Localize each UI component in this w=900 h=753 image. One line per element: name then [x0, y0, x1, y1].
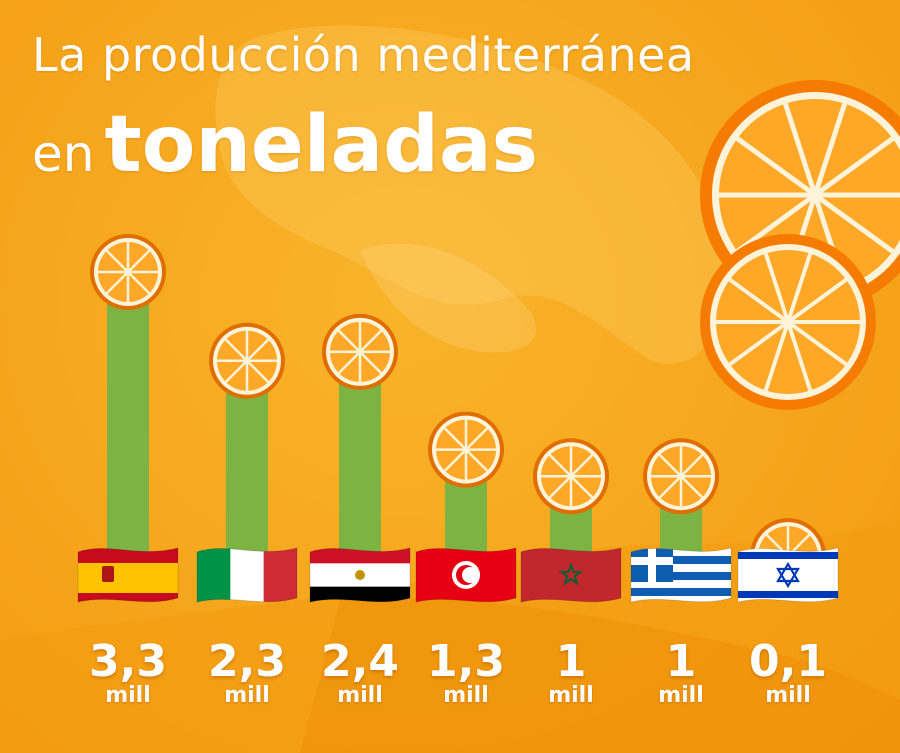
data-label: 1,3 mill	[411, 640, 521, 708]
data-label-unit: mill	[548, 683, 594, 708]
bar-group	[737, 518, 839, 603]
bar-group	[77, 234, 179, 603]
orange-slice-icon	[90, 234, 166, 310]
map-silhouette-2	[360, 243, 537, 353]
orange-slice-icon	[428, 411, 504, 488]
flag-egipto-icon	[309, 547, 411, 603]
bar	[107, 272, 149, 565]
flag-túnez-icon	[415, 547, 517, 603]
bar-group	[309, 313, 411, 603]
data-label: 1 mill	[626, 640, 736, 708]
ground-wave-2	[300, 598, 900, 753]
bar-group	[520, 438, 622, 603]
orange-slice-medium-icon	[700, 234, 876, 410]
title-line-2: en toneladas	[32, 100, 538, 190]
data-label-unit: mill	[337, 683, 383, 708]
title-line-1: La producción mediterránea	[32, 28, 695, 82]
flag-israel-icon	[737, 547, 839, 603]
data-label-value: 0,1	[749, 636, 827, 687]
bar-group	[196, 322, 298, 603]
orange-slice-icon	[322, 313, 398, 390]
data-label: 2,3 mill	[192, 640, 302, 708]
data-label-unit: mill	[765, 683, 811, 708]
flag-italia-icon	[196, 547, 298, 603]
orange-slice-icon	[209, 322, 285, 399]
data-label: 3,3 mill	[73, 640, 183, 708]
orange-slice-icon	[533, 438, 609, 515]
data-label-value: 2,4	[321, 636, 399, 687]
orange-slice-icon	[643, 438, 719, 515]
data-label-value: 1	[665, 636, 697, 687]
data-label: 2,4 mill	[305, 640, 415, 708]
data-label-unit: mill	[658, 683, 704, 708]
bar-group	[415, 411, 517, 603]
title-line-2-big: toneladas	[104, 100, 539, 190]
data-label: 1 mill	[516, 640, 626, 708]
data-label-value: 1,3	[427, 636, 505, 687]
data-label-value: 1	[555, 636, 587, 687]
flag-marruecos-icon	[520, 547, 622, 603]
data-label-unit: mill	[224, 683, 270, 708]
data-label: 0,1 mill	[733, 640, 843, 708]
title-line-2-small: en	[32, 125, 95, 183]
data-label-value: 3,3	[89, 636, 167, 687]
map-silhouette	[215, 25, 728, 364]
data-label-value: 2,3	[208, 636, 286, 687]
flag-grecia-icon	[630, 547, 732, 603]
flag-españa-icon	[77, 547, 179, 603]
bar-group	[630, 438, 732, 603]
data-label-unit: mill	[105, 683, 151, 708]
data-label-unit: mill	[443, 683, 489, 708]
